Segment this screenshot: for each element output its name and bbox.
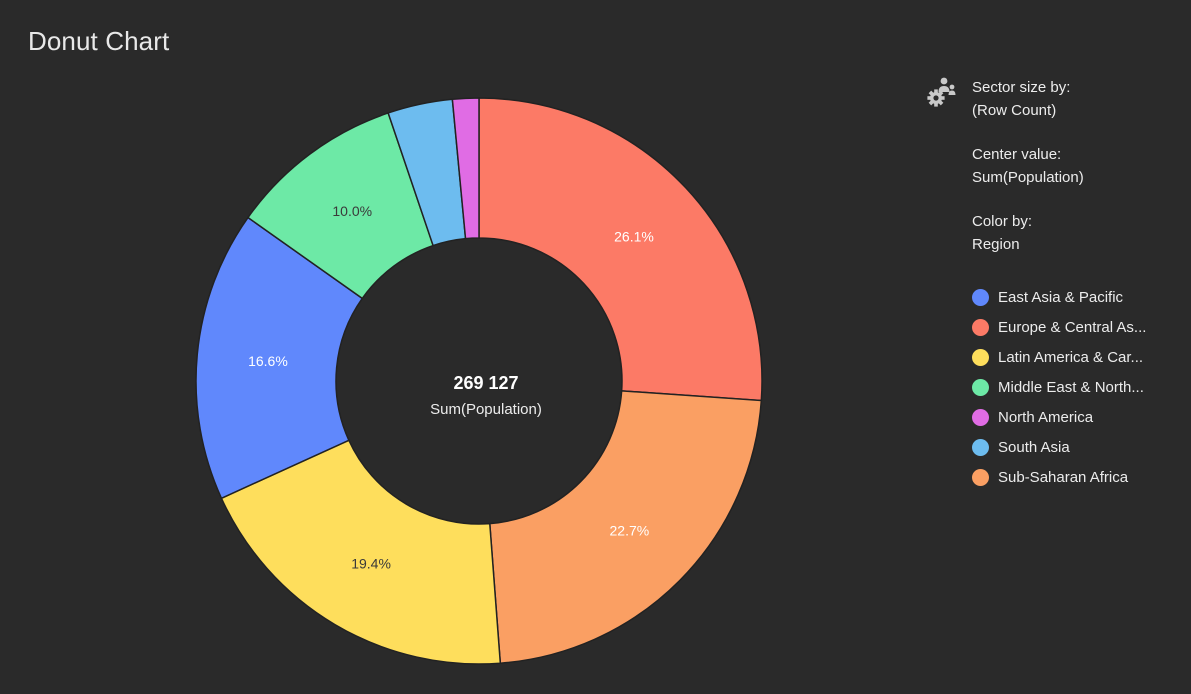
center-value-value[interactable]: Sum(Population) [972,166,1084,189]
legend-swatch [972,349,989,366]
center-label: Sum(Population) [430,401,542,418]
legend-label: East Asia & Pacific [998,289,1123,306]
legend-swatch [972,379,989,396]
legend-item-east-asia-and-pacific[interactable]: East Asia & Pacific [972,282,1146,312]
legend-color-by: Color by: Region [972,210,1032,256]
donut-center: 269 127 Sum(Population) [430,373,542,418]
legend-label: Latin America & Car... [998,349,1143,366]
slice-label-middle-east-and-north-africa: 10.0% [332,203,372,219]
center-value: 269 127 [453,373,518,393]
gear-people-icon [924,76,958,110]
legend-label: Sub-Saharan Africa [998,469,1128,486]
legend-swatch [972,319,989,336]
legend-item-sub-saharan-africa[interactable]: Sub-Saharan Africa [972,462,1146,492]
legend-label: Europe & Central As... [998,319,1146,336]
legend-items: East Asia & Pacific Europe & Central As..… [972,282,1146,492]
color-by-label: Color by: [972,210,1032,233]
legend-swatch [972,409,989,426]
legend-item-north-america[interactable]: North America [972,402,1146,432]
legend-sector-size: Sector size by: (Row Count) [972,76,1070,122]
legend-item-south-asia[interactable]: South Asia [972,432,1146,462]
legend-item-middle-east-and-north-africa[interactable]: Middle East & North... [972,372,1146,402]
legend-item-latin-america-and-caribbean[interactable]: Latin America & Car... [972,342,1146,372]
legend-settings-button[interactable] [924,76,958,110]
center-value-label: Center value: [972,143,1084,166]
legend-label: South Asia [998,439,1070,456]
legend-swatch [972,289,989,306]
legend-center-value: Center value: Sum(Population) [972,143,1084,189]
legend-item-europe-and-central-asia[interactable]: Europe & Central As... [972,312,1146,342]
sector-size-value[interactable]: (Row Count) [972,99,1070,122]
slice-europe-and-central-asia[interactable] [479,98,762,401]
slice-label-east-asia-and-pacific: 16.6% [248,353,288,369]
legend-swatch [972,469,989,486]
legend-label: North America [998,409,1093,426]
slice-label-latin-america-and-caribbean: 19.4% [351,555,391,571]
slice-label-europe-and-central-asia: 26.1% [614,228,654,244]
legend-swatch [972,439,989,456]
slice-label-sub-saharan-africa: 22.7% [610,522,650,538]
color-by-value[interactable]: Region [972,233,1032,256]
sector-size-label: Sector size by: [972,76,1070,99]
legend-label: Middle East & North... [998,379,1144,396]
